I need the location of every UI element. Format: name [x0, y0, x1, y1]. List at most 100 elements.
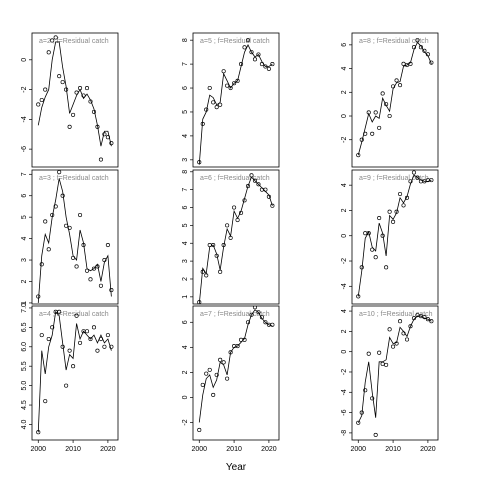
- data-point: [235, 78, 240, 83]
- data-point: [380, 91, 385, 96]
- y-tick-label: -2: [182, 419, 189, 425]
- y-tick-label: 2: [341, 329, 348, 333]
- data-point: [408, 324, 413, 329]
- x-tick-label: 2010: [385, 446, 401, 453]
- data-point: [249, 312, 254, 317]
- data-point: [429, 60, 434, 65]
- x-tick-label: 2000: [350, 446, 366, 453]
- y-tick-label: 2: [341, 90, 348, 94]
- panel-frame: [351, 32, 439, 168]
- data-point: [218, 269, 223, 274]
- y-tick-label: 7.0: [21, 303, 28, 313]
- y-tick-label: 6: [341, 43, 348, 47]
- fit-line: [37, 310, 112, 433]
- data-point: [84, 329, 90, 334]
- y-tick-label: -2: [341, 137, 348, 143]
- data-point: [401, 203, 406, 208]
- panel-title: a=4 ; f=Residual catch: [39, 311, 109, 318]
- y-tick-label: -4: [21, 116, 28, 122]
- panel-title: a=8 ; f=Residual catch: [359, 38, 429, 45]
- data-point: [67, 124, 72, 129]
- data-point: [211, 242, 216, 248]
- panel-frame: [31, 32, 119, 168]
- y-tick-label: 5: [21, 215, 28, 219]
- plot-area: a=10 ; f=Residual catch: [356, 311, 434, 437]
- y-tick-label: -4: [341, 283, 348, 289]
- data-point: [373, 110, 378, 115]
- fit-line: [37, 178, 112, 303]
- data-point: [81, 93, 86, 98]
- y-tick-label: -2: [21, 86, 28, 92]
- data-point: [88, 336, 93, 342]
- y-tick-label: 7: [182, 62, 189, 66]
- panel-frame: [192, 32, 280, 168]
- data-point: [429, 178, 434, 183]
- panel-frame: [31, 169, 119, 305]
- y-tick-label: 3: [182, 158, 189, 162]
- data-point: [373, 255, 378, 260]
- data-point: [221, 360, 226, 365]
- y-tick-label: -2: [341, 369, 348, 375]
- data-point: [109, 288, 114, 293]
- data-point: [235, 344, 240, 349]
- data-point: [91, 325, 97, 330]
- data-point: [384, 265, 389, 270]
- y-tick-label: -6: [341, 409, 348, 415]
- panel-title: a=7 ; f=Residual catch: [200, 311, 270, 318]
- data-point: [387, 209, 392, 214]
- y-tick-label: 4.0: [21, 419, 28, 429]
- data-point: [391, 344, 396, 349]
- y-tick-label: 7: [21, 172, 28, 176]
- data-point: [270, 62, 275, 67]
- y-tick-label: 6: [21, 194, 28, 198]
- data-point: [232, 205, 237, 210]
- data-point: [256, 310, 261, 315]
- data-point: [39, 333, 44, 338]
- data-point: [415, 38, 420, 43]
- data-point: [50, 38, 55, 43]
- fit-line: [198, 309, 273, 423]
- panel-title: a=6 ; f=Residual catch: [200, 175, 270, 182]
- y-tick-label: 6: [182, 205, 189, 209]
- fit-line: [37, 41, 112, 147]
- y-tick-label: 7: [182, 188, 189, 192]
- data-point: [46, 247, 51, 252]
- y-tick-label: 3: [182, 259, 189, 263]
- plot-area: a=5 ; f=Residual catch: [197, 38, 275, 165]
- x-tick-label: 2010: [226, 446, 242, 453]
- data-point: [84, 86, 90, 91]
- y-tick-label: 8: [182, 38, 189, 42]
- y-tick-label: 0: [341, 234, 348, 238]
- data-point: [377, 350, 382, 355]
- x-tick-label: 2000: [191, 446, 207, 453]
- y-tick-label: 4: [182, 345, 189, 349]
- y-tick-label: -6: [21, 146, 28, 152]
- data-point: [370, 396, 375, 401]
- y-tick-label: 0: [182, 395, 189, 399]
- data-point: [53, 35, 58, 40]
- data-point: [50, 325, 55, 330]
- x-tick-label: 2020: [261, 446, 277, 453]
- panel-frame: [351, 169, 439, 305]
- data-point: [64, 383, 69, 388]
- data-point: [88, 277, 93, 282]
- data-point: [105, 333, 110, 338]
- y-tick-label: 0: [341, 350, 348, 354]
- plot-area: a=7 ; f=Residual catch: [197, 306, 275, 433]
- data-point: [218, 102, 223, 107]
- data-point: [429, 319, 434, 324]
- data-point: [67, 348, 72, 353]
- y-tick-label: 5.0: [21, 381, 28, 391]
- x-tick-label: 2020: [420, 446, 436, 453]
- data-point: [270, 322, 275, 327]
- data-point: [394, 78, 399, 83]
- y-tick-label: -4: [341, 389, 348, 395]
- data-point: [256, 182, 261, 187]
- data-point: [57, 74, 62, 79]
- fit-line: [357, 174, 432, 297]
- data-point: [401, 61, 406, 66]
- data-point: [425, 317, 430, 322]
- y-tick-label: -8: [341, 430, 348, 436]
- data-point: [91, 266, 97, 271]
